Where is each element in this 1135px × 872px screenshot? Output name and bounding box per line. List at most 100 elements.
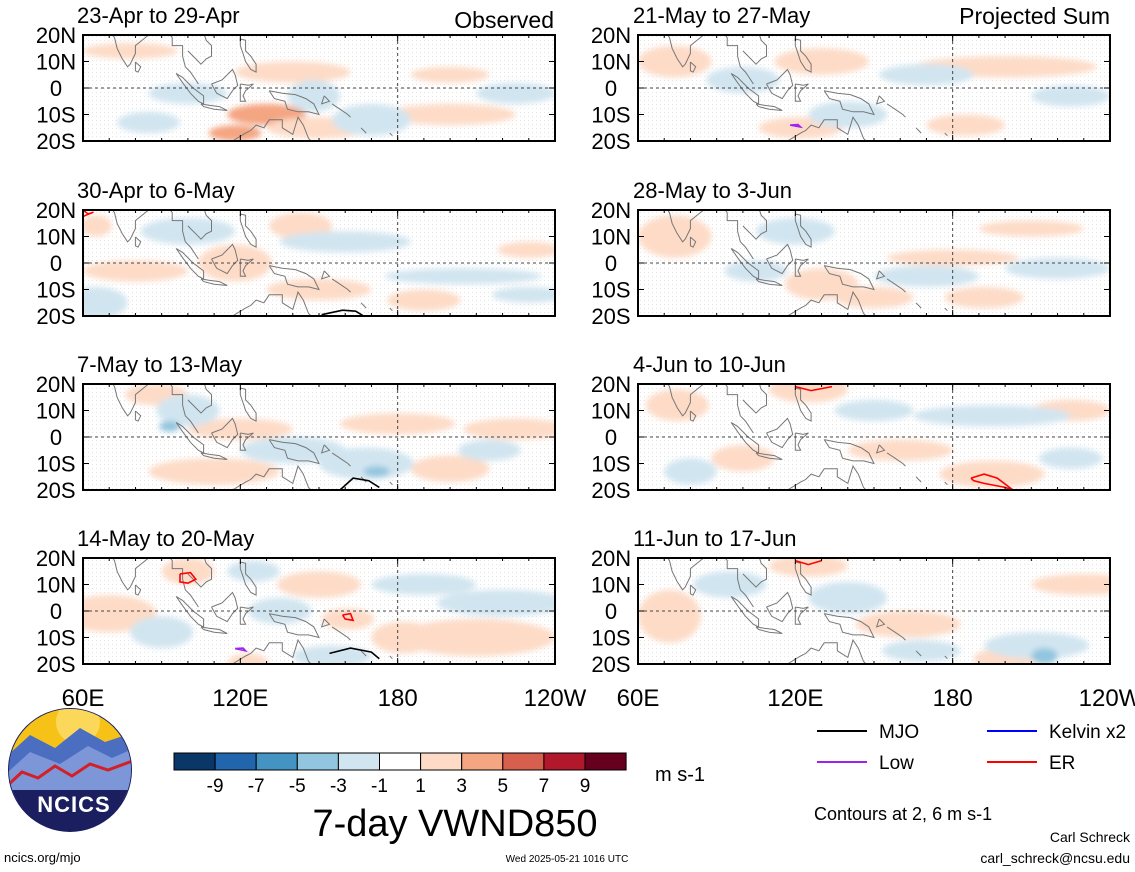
latitude-tick-label: 20N (591, 372, 631, 397)
longitude-tick-label: 120W (524, 685, 587, 712)
longitude-tick-labels: 60E 120E 180 120W 60E 120E 180 120W (62, 685, 1135, 712)
latitude-tick-label: 20S (36, 478, 75, 503)
coastline (231, 116, 312, 141)
coastline (724, 210, 754, 260)
anomaly-patch (457, 439, 521, 461)
anomaly-patch (978, 220, 1084, 237)
anomaly-patch (463, 418, 555, 440)
coastline (915, 302, 922, 309)
anomaly-patch (638, 45, 712, 78)
er-contour (341, 612, 355, 622)
coastline (360, 650, 367, 657)
coastline (134, 584, 142, 596)
ncics-logo: NCICS (8, 708, 132, 832)
coastline (886, 626, 906, 641)
anomaly-patch (769, 558, 848, 577)
anomaly-patch (410, 455, 490, 483)
anomaly-patch (724, 260, 788, 282)
coastline (211, 68, 239, 100)
coastline (169, 35, 199, 85)
coastline (293, 336, 296, 341)
coastline (689, 584, 697, 596)
coastline (239, 258, 254, 277)
coastline (886, 452, 906, 467)
coastline (848, 336, 851, 341)
panel-date-label: 28-May to 3-Jun (633, 178, 792, 203)
anomaly-patch (1005, 257, 1110, 279)
longitude-tick-label: 120W (1079, 685, 1135, 712)
mjo-contour (329, 647, 380, 660)
colorbar-tick-label: -9 (207, 776, 224, 797)
anomaly-patch (339, 413, 456, 435)
colorbar-tick-label: -3 (330, 776, 347, 797)
colorbar-tick-label: -7 (248, 776, 265, 797)
latitude-tick-label: 0 (50, 599, 62, 624)
observed-label: Observed (454, 7, 554, 33)
coastline (267, 350, 272, 358)
latitude-tick-label: 20N (591, 23, 631, 48)
latitude-tick-label: 10S (591, 103, 630, 128)
coastline (823, 613, 875, 639)
colorbar-swatch (379, 752, 422, 771)
coastline (689, 410, 697, 422)
coastline (268, 613, 320, 639)
latitude-tick-label: 10N (591, 50, 631, 75)
anomaly-patch (384, 268, 542, 285)
coastline (875, 444, 886, 454)
coastline (239, 387, 257, 422)
anomaly-patch (161, 558, 215, 585)
latitude-tick-label: 0 (605, 599, 617, 624)
coastline (231, 464, 312, 490)
coastline (822, 1, 827, 9)
latitude-tick-label: 0 (50, 76, 62, 101)
coastline (211, 417, 239, 449)
low-contour (234, 647, 248, 653)
coastline (848, 162, 851, 167)
coastline (724, 384, 754, 434)
latitude-tick-label: 0 (605, 425, 617, 450)
latitude-tick-label: 10S (36, 278, 75, 303)
site-url: ncics.org/mjo (4, 850, 81, 865)
latitude-tick-label: 0 (605, 76, 617, 101)
coastline (360, 302, 367, 309)
anomaly-patch (638, 589, 701, 643)
anomaly-patch (159, 421, 181, 432)
longitude-tick-label: 60E (62, 685, 105, 712)
coastline (239, 432, 254, 451)
er-contour (83, 210, 94, 218)
anomaly-patch (240, 437, 346, 464)
coastline (243, 371, 246, 379)
coastline (886, 278, 906, 293)
coastline (293, 162, 296, 167)
coastline (360, 127, 367, 134)
latitude-tick-label: 20S (591, 129, 630, 154)
coastline (848, 510, 851, 515)
coastline (169, 210, 199, 260)
colorbar: -9 -7 -5 -3 -1 1 3 5 7 9 (173, 752, 627, 797)
coastline (794, 606, 809, 625)
panel-date-label: 7-May to 13-May (77, 352, 242, 377)
anomaly-patch (332, 103, 411, 136)
anomaly-patch (235, 61, 351, 83)
anomaly-patch (808, 101, 888, 128)
coastline (239, 606, 254, 625)
colorbar-swatch (420, 752, 463, 771)
anomaly-patch (1039, 447, 1103, 469)
anomaly-patch (277, 571, 361, 598)
latitude-tick-label: 10N (36, 573, 76, 598)
latitude-tick-label: 20N (36, 372, 76, 397)
longitude-tick-label: 60E (617, 685, 660, 712)
panel-date-label: 14-May to 20-May (77, 526, 254, 551)
anomaly-patch (117, 111, 181, 134)
coastline (667, 35, 705, 68)
coastline (794, 432, 809, 451)
coastline (134, 410, 142, 422)
anomaly-patch (497, 241, 555, 258)
er-contour (970, 473, 1014, 490)
coastline (320, 95, 331, 105)
